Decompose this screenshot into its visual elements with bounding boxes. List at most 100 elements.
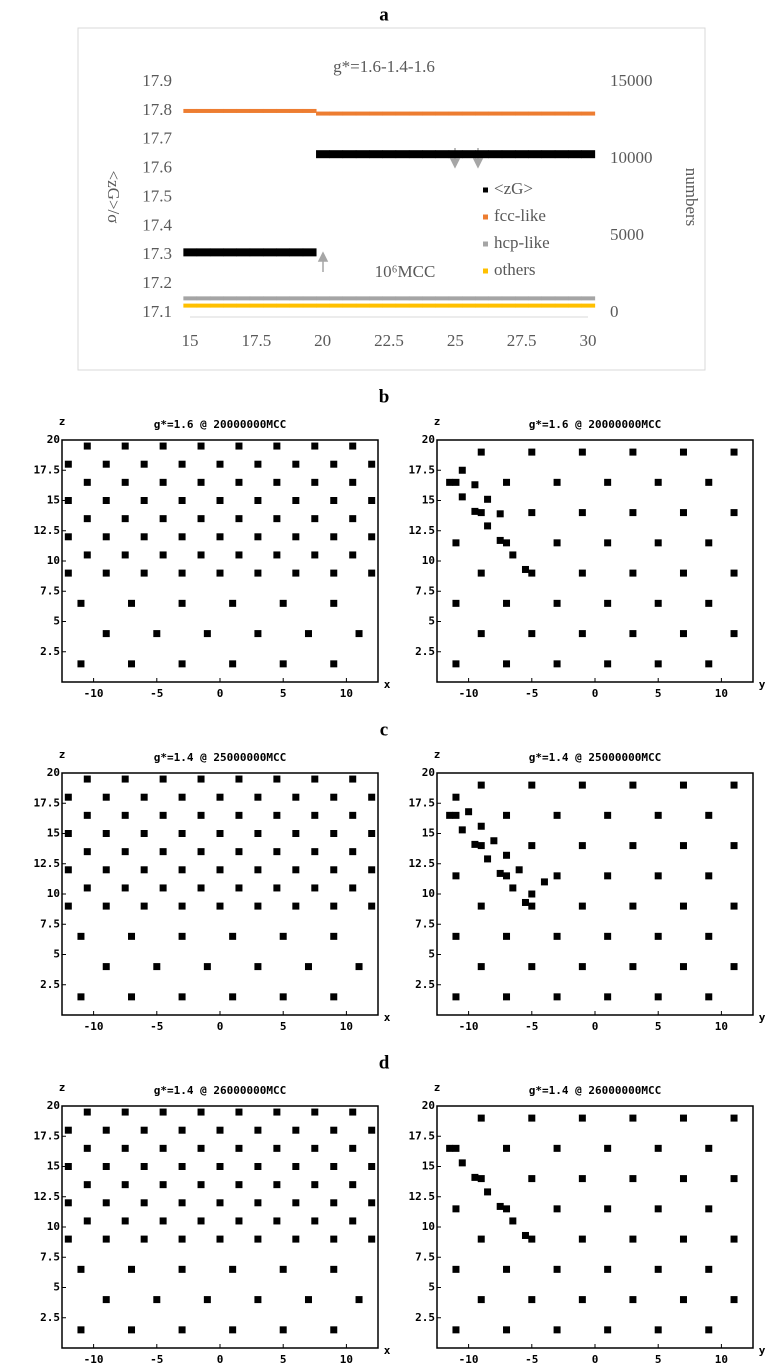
particle [83, 551, 91, 559]
particle [216, 793, 224, 801]
x-axis-label: 10⁶MCC [375, 262, 436, 281]
y-tick-label: 17.8 [142, 100, 172, 119]
particle [730, 902, 738, 910]
particle [528, 1175, 536, 1183]
particle [349, 1144, 357, 1152]
particle [446, 478, 454, 486]
particle [452, 599, 460, 607]
particle [679, 1114, 687, 1122]
data-point [236, 296, 251, 301]
particle [83, 515, 91, 523]
legend-marker [483, 214, 488, 220]
plot-frame [436, 439, 754, 683]
particle [197, 1217, 205, 1225]
particle [121, 442, 129, 450]
particle [503, 1265, 511, 1273]
particle [121, 848, 129, 856]
x-axis-label: x [384, 1011, 391, 1024]
particle [368, 533, 376, 541]
particle [216, 460, 224, 468]
particle [216, 497, 224, 504]
data-point [223, 248, 237, 257]
particle [197, 478, 205, 486]
particle [477, 1296, 485, 1304]
particle [578, 781, 586, 789]
particle [604, 660, 612, 668]
particle [197, 1108, 205, 1116]
particle [178, 599, 186, 607]
particle [140, 569, 148, 577]
y2-tick-label: 15000 [610, 71, 653, 90]
data-point [422, 150, 436, 159]
particle [292, 866, 300, 874]
particle [140, 533, 148, 541]
x-tick-label: -5 [150, 1353, 163, 1366]
particle [254, 1163, 262, 1170]
particle [279, 1265, 287, 1273]
particle [330, 460, 338, 468]
particle [528, 1235, 536, 1243]
particle [553, 872, 561, 880]
particle [330, 1199, 338, 1207]
particle [254, 460, 262, 468]
data-point [395, 111, 410, 116]
particle [629, 902, 637, 910]
particle [654, 660, 662, 668]
data-point [501, 303, 516, 308]
y-tick-label: 17.5 [142, 186, 172, 205]
data-point [528, 111, 543, 116]
data-point [541, 111, 556, 116]
data-point [183, 296, 198, 301]
particle [477, 448, 485, 456]
particle [140, 902, 148, 910]
x-tick-label: 10 [715, 1020, 728, 1033]
particle [452, 793, 460, 801]
y-tick-label: 2.5 [40, 978, 60, 991]
particle [178, 533, 186, 541]
chart-title: g*=1.4 @ 25000000MCC [529, 751, 661, 764]
x-tick-label: 27.5 [507, 331, 537, 350]
panel-label: c [380, 719, 388, 740]
plot-frame [436, 1105, 754, 1349]
particle [730, 509, 738, 517]
particle [159, 442, 167, 450]
y-tick-label: 20 [422, 433, 435, 446]
particle [159, 515, 167, 523]
particle [503, 851, 511, 859]
particle [273, 811, 281, 819]
particle [604, 478, 612, 486]
y-tick-label: 2.5 [415, 978, 435, 991]
particle [102, 1296, 110, 1304]
plot-frame [61, 1105, 379, 1349]
particle [730, 1175, 738, 1183]
data-point [183, 303, 198, 308]
chart-title: g*=1.4 @ 26000000MCC [529, 1084, 661, 1097]
particle [102, 533, 110, 541]
x-tick-label: -5 [525, 1020, 538, 1033]
particle [452, 660, 460, 668]
y-tick-label: 17.5 [34, 1129, 61, 1142]
y-tick-label: 17.5 [34, 463, 61, 476]
y-tick-label: 12.5 [409, 524, 436, 537]
particle [452, 993, 460, 1001]
particle [528, 630, 536, 638]
particle [159, 884, 167, 892]
legend-label: hcp-like [494, 233, 550, 252]
particle [254, 793, 262, 801]
particle [496, 1202, 504, 1210]
particle [654, 1265, 662, 1273]
particle [730, 963, 738, 971]
particle [121, 1181, 129, 1189]
particle [452, 872, 460, 880]
x-tick-label: 5 [655, 1020, 662, 1033]
particle [273, 478, 281, 486]
data-point [488, 111, 503, 116]
x-axis-label: y [759, 678, 766, 691]
particle [477, 630, 485, 638]
particle [349, 1217, 357, 1225]
y2-axis-label: numbers [682, 168, 701, 227]
particle [503, 539, 511, 547]
particle [121, 1108, 129, 1116]
plot-frame [61, 439, 379, 683]
particle [254, 1235, 262, 1243]
